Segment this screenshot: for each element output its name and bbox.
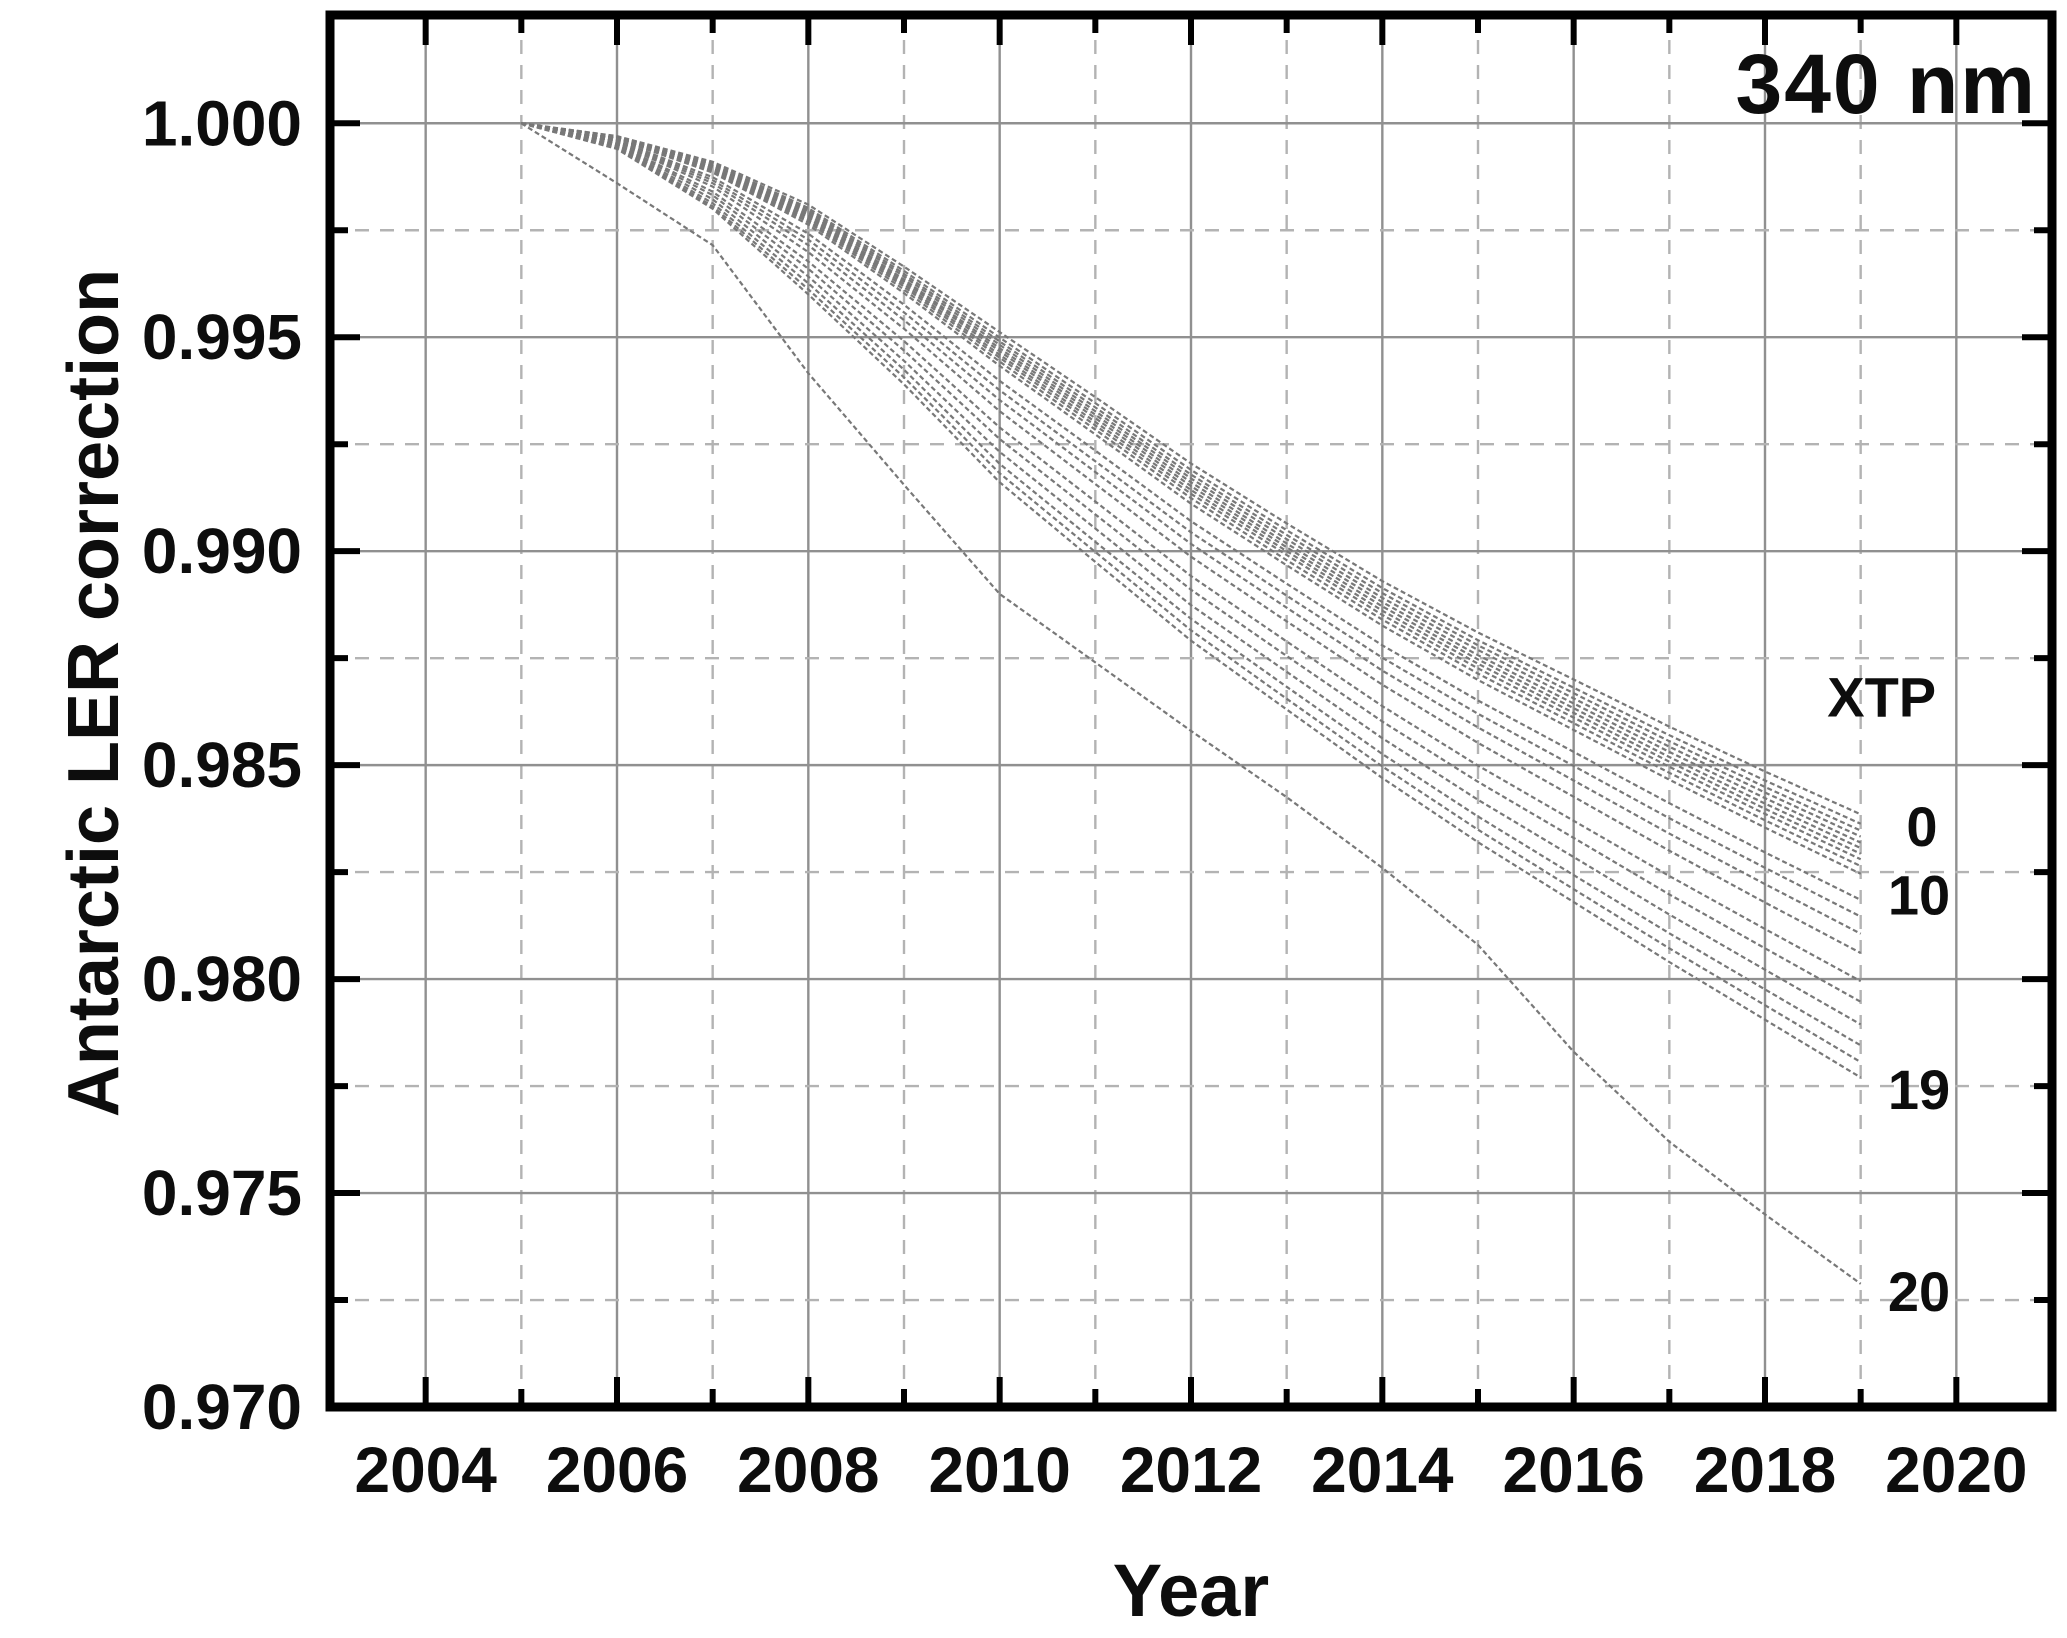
wavelength-title: 340 nm (1735, 37, 2037, 131)
curve-xtp-12 (521, 122, 1862, 935)
curve-xtp-3 (521, 122, 1862, 838)
curve-xtp-8 (521, 122, 1862, 868)
curve-xtp-0 (521, 122, 1862, 816)
curve-label: 10 (1888, 864, 1950, 927)
y-tick-label: 0.970 (142, 1371, 302, 1443)
curve-xtp-20 (520, 122, 1862, 1285)
curve-xtp-16 (521, 122, 1862, 1026)
x-axis-title: Year (1112, 1549, 1270, 1632)
x-tick-label: 2016 (1502, 1434, 1644, 1506)
y-tick-label: 0.985 (142, 729, 302, 801)
y-axis-title: Antarctic LER correction (54, 268, 134, 1118)
x-tick-label: 2008 (737, 1434, 879, 1506)
x-tick-label: 2018 (1694, 1434, 1836, 1506)
curve-xtp-13 (521, 122, 1862, 954)
curve-label: 19 (1888, 1058, 1950, 1121)
curve-xtp-6 (521, 122, 1862, 855)
x-tick-label: 2012 (1120, 1434, 1262, 1506)
curve-xtp-19 (521, 122, 1862, 1079)
curve-xtp-7 (521, 122, 1862, 861)
curve-label: 0 (1906, 795, 1937, 858)
curve-xtp-17 (521, 122, 1862, 1047)
curve-xtp-15 (521, 122, 1862, 1003)
y-tick-label: 0.975 (142, 1157, 302, 1229)
series-group-label: XTP (1827, 666, 1936, 729)
x-tick-label: 2014 (1311, 1434, 1454, 1506)
y-tick-label: 0.980 (142, 943, 302, 1015)
y-tick-label: 0.995 (142, 301, 302, 373)
curve-label: 20 (1888, 1260, 1950, 1323)
curve-xtp-10 (521, 122, 1862, 901)
curve-xtp-9 (521, 122, 1862, 875)
x-tick-label: 2020 (1885, 1434, 2027, 1506)
x-tick-label: 2006 (546, 1434, 688, 1506)
x-tick-label: 2004 (354, 1434, 497, 1506)
plot-frame (325, 10, 2057, 1412)
y-tick-label: 1.000 (142, 87, 302, 159)
x-tick-label: 2010 (928, 1434, 1070, 1506)
y-tick-label: 0.990 (142, 515, 302, 587)
curve-xtp-14 (521, 122, 1862, 983)
curve-xtp-11 (521, 122, 1862, 918)
curve-xtp-18 (521, 122, 1862, 1064)
